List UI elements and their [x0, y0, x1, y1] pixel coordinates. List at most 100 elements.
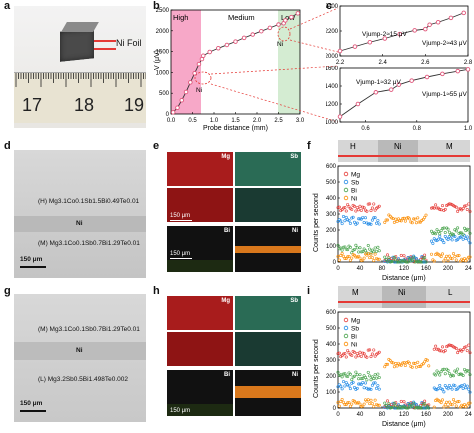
scan-point-ni [384, 218, 388, 222]
g-ni-label: Ni [76, 347, 83, 354]
scan-point-ni [370, 256, 374, 260]
scan-point-ni [442, 405, 446, 409]
scan-point-bi [458, 372, 462, 376]
scan-point-ni [362, 402, 366, 406]
scan-point-bi [359, 377, 363, 381]
eds-maps-h: Mg Sb Bi Ni 150 μm [167, 296, 301, 416]
scan-point-bi [386, 259, 390, 263]
scan-point-sb [358, 382, 362, 386]
scan-point-mg [456, 351, 460, 355]
ruler: 17 18 19 [14, 72, 147, 123]
ruler-ticks [15, 73, 147, 87]
scan-point-ni [450, 257, 454, 261]
scan-point-ni [366, 252, 370, 256]
ni-layer [14, 216, 146, 232]
scan-point-bi [405, 260, 409, 264]
x-tick-label: 120 [399, 412, 410, 418]
scan-point-sb [347, 219, 351, 223]
scan-point-mg [344, 209, 348, 213]
f-xlabel: Distance (μm) [382, 275, 426, 282]
scan-point-ni [430, 252, 434, 256]
scan-point-ni [340, 252, 344, 256]
scan-point-bi [336, 243, 340, 247]
map-sb: Sb [235, 296, 301, 330]
chart-i: 0 40 80 120 160 200 240 0 100 200 300 400 500 600 MgS… [313, 310, 472, 428]
map-sb-label: Sb [290, 154, 298, 160]
scan-point-bi [443, 231, 447, 235]
scan-point-sb [464, 237, 468, 241]
scan-point-bi [359, 250, 363, 254]
scan-point-ni [343, 403, 347, 407]
map-scale-label: 150 μm [170, 213, 191, 219]
y-tick-label: 200 [326, 374, 337, 380]
scan-point-bi [355, 373, 359, 377]
scan-point-ni [453, 254, 457, 258]
panel-label-i: i [307, 285, 311, 297]
scan-point-ni [359, 405, 363, 409]
b-xlabel: Probe distance (mm) [203, 125, 268, 132]
scan-point-bi [442, 367, 446, 371]
scan-point-ni [445, 254, 449, 258]
scan-point-ni [372, 405, 376, 409]
scan-point-bi [403, 260, 407, 264]
scan-point-sb [441, 238, 445, 242]
x-tick-label: 2.8 [464, 60, 472, 66]
scan-point-sb [375, 221, 379, 225]
scan-point-bi [344, 374, 348, 378]
scan-point-bi [341, 372, 345, 376]
scan-point-mg [449, 202, 453, 206]
legend-label: Ni [351, 342, 357, 349]
scan-point-sb [423, 406, 427, 410]
i-xlabel: Distance (μm) [382, 421, 426, 428]
legend-label: Ni [351, 196, 357, 203]
scan-point-bi [344, 247, 348, 251]
scan-point-ni [421, 217, 425, 221]
scan-point-bi [376, 245, 380, 249]
scan-point-sb [461, 386, 465, 390]
y-tick-label: 300 [326, 212, 337, 218]
scan-point-sb [443, 384, 447, 388]
scan-point-sb [336, 220, 340, 224]
scan-point-bi [424, 260, 428, 264]
scan-point-mg [457, 207, 461, 211]
scan-point-ni [343, 257, 347, 261]
y-tick-label: 600 [326, 164, 337, 170]
panel-label-h: h [153, 285, 160, 297]
data-point [355, 101, 361, 107]
scan-point-ni [458, 405, 462, 409]
scan-point-sb [348, 387, 352, 391]
scan-point-bi [456, 367, 460, 371]
scan-point-bi [365, 378, 369, 382]
data-point [352, 44, 358, 49]
scan-point-ni [350, 402, 354, 406]
map-scale-label: 150 μm [170, 408, 191, 414]
scan-point-mg [424, 258, 428, 262]
scan-point-sb [341, 214, 345, 218]
scan-point-bi [452, 233, 456, 237]
scan-point-mg [464, 345, 468, 349]
scan-point-ni [432, 405, 436, 409]
map-ni-label: Ni [292, 228, 298, 234]
i-scan-line [338, 301, 470, 303]
panel-label-b: b [153, 0, 160, 12]
data-point [373, 90, 379, 95]
scan-point-ni [354, 401, 358, 405]
scan-point-ni [373, 398, 377, 402]
scan-point-mg [465, 349, 469, 353]
scan-point-ni [347, 255, 351, 259]
scan-point-ni [456, 400, 460, 404]
scan-point-mg [336, 352, 340, 356]
scan-point-bi [435, 369, 439, 373]
data-point [423, 26, 428, 32]
legend-label: Sb [351, 180, 359, 187]
scan-point-sb [361, 381, 365, 385]
d-bottom-composition: (M) Mg3.1Co0.1Sb0.7Bi1.29Te0.01 [38, 240, 140, 247]
y-tick-label: 2200 [326, 29, 339, 35]
scan-point-ni [423, 215, 427, 219]
scan-point-sb [369, 387, 373, 391]
scan-point-mg [370, 206, 374, 210]
scan-point-bi [423, 402, 427, 406]
scan-point-ni [403, 219, 407, 223]
scan-point-ni [452, 252, 456, 256]
map-bi: Bi 150 μm [167, 226, 233, 260]
